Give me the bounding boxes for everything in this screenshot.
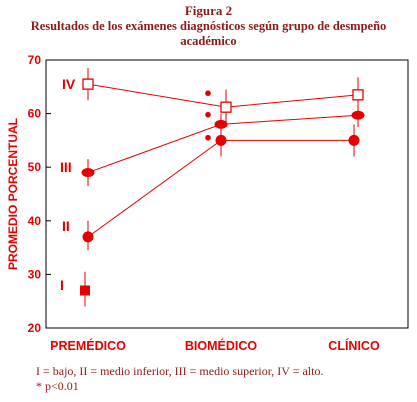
data-point — [352, 89, 364, 101]
data-point — [220, 101, 232, 113]
data-point — [215, 134, 227, 146]
y-tick-label: 60 — [28, 107, 42, 121]
significance-dot — [205, 134, 211, 141]
y-tick-label: 40 — [28, 214, 42, 228]
data-point — [82, 231, 94, 243]
y-tick-label: 30 — [28, 267, 42, 281]
y-tick-label: 50 — [28, 160, 42, 174]
y-axis-label: PROMEDIO PORCENTUAL — [6, 118, 20, 270]
data-point — [80, 285, 90, 296]
x-tick-label: PREMÉDICO — [50, 338, 126, 353]
y-tick-label: 20 — [28, 321, 42, 335]
x-tick-label: CLÍNICO — [328, 338, 380, 353]
significance-dot — [205, 111, 211, 118]
significance-dot — [205, 90, 211, 97]
data-point — [348, 134, 360, 146]
plot-frame — [45, 59, 409, 329]
figure-label: Figura 2 — [184, 3, 233, 18]
significance-markers — [205, 90, 211, 141]
line-chart: 20 30 40 50 60 70 PREMÉDICO BIOMÉDICO CLÍNICO P… — [6, 53, 409, 353]
series-label: II — [62, 218, 70, 234]
data-point — [351, 110, 365, 120]
series-label: III — [60, 159, 72, 175]
footnote-significance: * p<0.01 — [36, 379, 79, 393]
data-point — [82, 78, 94, 90]
footnotes: I = bajo, II = medio inferior, III = med… — [36, 364, 323, 394]
footnote-legend: I = bajo, II = medio inferior, III = med… — [36, 364, 324, 378]
series-label: I — [60, 277, 64, 293]
y-tick-label: 70 — [28, 53, 42, 67]
data-points — [80, 78, 365, 296]
y-axis: 20 30 40 50 60 70 — [28, 53, 51, 335]
chart-title: Resultados de los exámenes diagnósticos … — [30, 19, 387, 48]
series-label: IV — [62, 76, 76, 92]
data-point — [214, 119, 228, 129]
x-tick-label: BIOMÉDICO — [185, 338, 258, 353]
x-axis: PREMÉDICO BIOMÉDICO CLÍNICO — [50, 338, 380, 353]
data-point — [81, 168, 95, 178]
